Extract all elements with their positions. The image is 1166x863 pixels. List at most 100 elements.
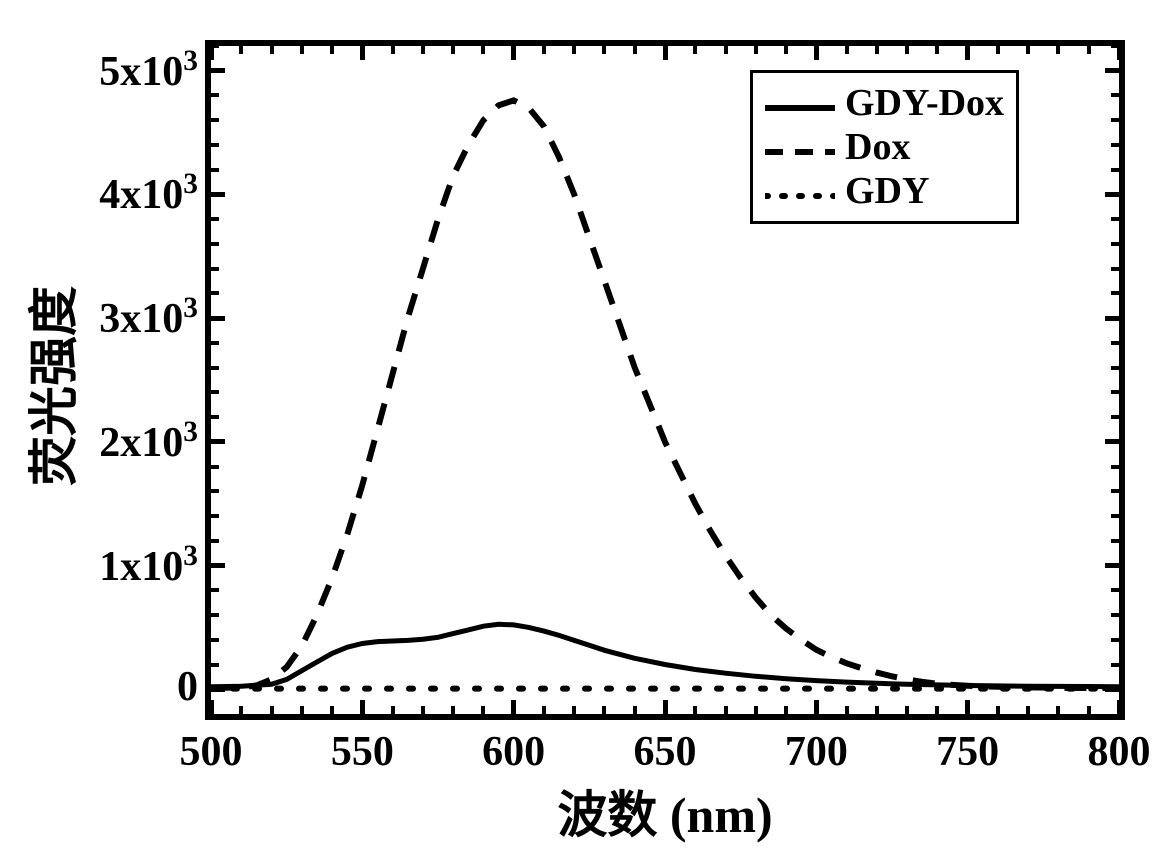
legend: GDY-DoxDoxGDY bbox=[750, 70, 1019, 224]
x-tick-mark-top bbox=[965, 46, 970, 60]
y-minor-tick bbox=[211, 663, 219, 667]
y-minor-tick-right bbox=[1111, 638, 1119, 642]
x-minor-tick bbox=[451, 706, 455, 714]
x-minor-tick-top bbox=[935, 46, 939, 54]
y-minor-tick-right bbox=[1111, 267, 1119, 271]
x-tick-mark-top bbox=[814, 46, 819, 60]
x-minor-tick-top bbox=[481, 46, 485, 54]
x-tick-mark bbox=[965, 700, 970, 714]
y-tick-mark-right bbox=[1105, 192, 1119, 197]
y-tick-mark-right bbox=[1105, 68, 1119, 73]
y-minor-tick-right bbox=[1111, 143, 1119, 147]
x-minor-tick-top bbox=[330, 46, 334, 54]
y-minor-tick-right bbox=[1111, 465, 1119, 469]
legend-item-Dox: Dox bbox=[765, 125, 1004, 169]
x-minor-tick-top bbox=[693, 46, 697, 54]
y-minor-tick bbox=[211, 366, 219, 370]
x-minor-tick bbox=[542, 706, 546, 714]
y-minor-tick bbox=[211, 489, 219, 493]
y-minor-tick bbox=[211, 44, 219, 48]
y-tick-mark bbox=[211, 563, 225, 568]
x-minor-tick bbox=[330, 706, 334, 714]
x-tick-mark bbox=[1117, 700, 1122, 714]
y-minor-tick bbox=[211, 613, 219, 617]
y-minor-tick-right bbox=[1111, 291, 1119, 295]
legend-line-icon bbox=[765, 100, 835, 106]
x-tick-mark bbox=[663, 700, 668, 714]
y-minor-tick-right bbox=[1111, 489, 1119, 493]
y-minor-tick bbox=[211, 539, 219, 543]
y-minor-tick bbox=[211, 242, 219, 246]
y-tick-mark-right bbox=[1105, 563, 1119, 568]
y-minor-tick-right bbox=[1111, 415, 1119, 419]
x-tick-mark-top bbox=[1117, 46, 1122, 60]
x-minor-tick bbox=[693, 706, 697, 714]
y-tick-mark bbox=[211, 68, 225, 73]
y-tick-label: 5x103 bbox=[70, 45, 198, 96]
x-minor-tick bbox=[391, 706, 395, 714]
x-minor-tick-top bbox=[996, 46, 1000, 54]
y-tick-mark bbox=[211, 316, 225, 321]
y-minor-tick bbox=[211, 390, 219, 394]
x-tick-mark bbox=[814, 700, 819, 714]
y-minor-tick-right bbox=[1111, 366, 1119, 370]
x-tick-label: 650 bbox=[625, 728, 705, 776]
y-tick-mark bbox=[211, 192, 225, 197]
x-minor-tick bbox=[270, 706, 274, 714]
y-minor-tick bbox=[211, 588, 219, 592]
x-minor-tick bbox=[875, 706, 879, 714]
x-tick-label: 500 bbox=[171, 728, 251, 776]
y-minor-tick-right bbox=[1111, 242, 1119, 246]
y-minor-tick-right bbox=[1111, 217, 1119, 221]
y-tick-label: 0 bbox=[70, 663, 198, 711]
x-minor-tick bbox=[239, 706, 243, 714]
y-minor-tick bbox=[211, 341, 219, 345]
x-minor-tick-top bbox=[300, 46, 304, 54]
x-minor-tick bbox=[1087, 706, 1091, 714]
y-minor-tick bbox=[211, 93, 219, 97]
x-minor-tick bbox=[602, 706, 606, 714]
x-minor-tick-top bbox=[845, 46, 849, 54]
y-minor-tick-right bbox=[1111, 514, 1119, 518]
x-minor-tick-top bbox=[754, 46, 758, 54]
x-minor-tick bbox=[572, 706, 576, 714]
x-tick-mark-top bbox=[360, 46, 365, 60]
x-minor-tick bbox=[754, 706, 758, 714]
x-minor-tick-top bbox=[421, 46, 425, 54]
x-minor-tick bbox=[1026, 706, 1030, 714]
x-minor-tick-top bbox=[239, 46, 243, 54]
y-tick-mark-right bbox=[1105, 687, 1119, 692]
x-minor-tick-top bbox=[270, 46, 274, 54]
y-minor-tick-right bbox=[1111, 539, 1119, 543]
y-tick-mark bbox=[211, 439, 225, 444]
x-minor-tick bbox=[1056, 706, 1060, 714]
y-tick-mark-right bbox=[1105, 316, 1119, 321]
x-tick-label: 800 bbox=[1079, 728, 1159, 776]
x-tick-mark-top bbox=[209, 46, 214, 60]
x-minor-tick bbox=[784, 706, 788, 714]
x-minor-tick-top bbox=[1087, 46, 1091, 54]
x-minor-tick bbox=[845, 706, 849, 714]
y-minor-tick bbox=[211, 291, 219, 295]
legend-label: Dox bbox=[845, 125, 910, 169]
x-minor-tick-top bbox=[875, 46, 879, 54]
legend-item-GDY: GDY bbox=[765, 169, 1004, 213]
y-minor-tick-right bbox=[1111, 93, 1119, 97]
x-tick-mark bbox=[511, 700, 516, 714]
x-tick-label: 550 bbox=[322, 728, 402, 776]
x-tick-label: 700 bbox=[776, 728, 856, 776]
y-minor-tick-right bbox=[1111, 663, 1119, 667]
legend-item-GDY-Dox: GDY-Dox bbox=[765, 81, 1004, 125]
x-minor-tick-top bbox=[724, 46, 728, 54]
y-minor-tick-right bbox=[1111, 168, 1119, 172]
x-minor-tick-top bbox=[572, 46, 576, 54]
y-minor-tick bbox=[211, 118, 219, 122]
x-minor-tick bbox=[724, 706, 728, 714]
y-tick-label: 3x103 bbox=[70, 292, 198, 343]
x-tick-mark bbox=[360, 700, 365, 714]
y-tick-mark-right bbox=[1105, 439, 1119, 444]
y-minor-tick bbox=[211, 217, 219, 221]
x-minor-tick-top bbox=[451, 46, 455, 54]
x-axis-label: 波数 (nm) bbox=[525, 775, 805, 847]
series-GDY-Dox bbox=[211, 624, 1119, 687]
